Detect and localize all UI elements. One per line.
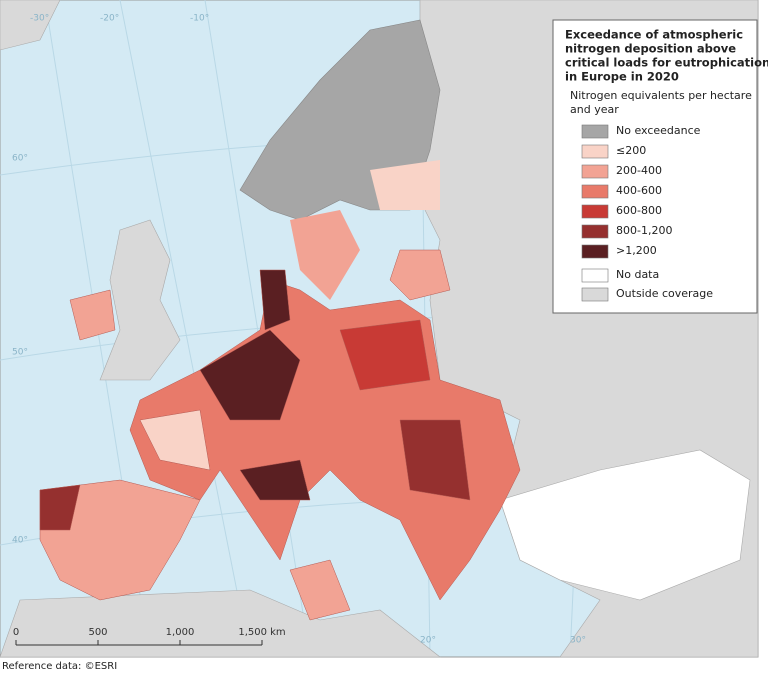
land-africa [0,589,441,658]
legend-swatch [581,287,609,302]
scale-bar-labels: 0 500 1,000 1,500 km [13,627,286,638]
denmark-hotspot [259,269,291,331]
title-line: Exceedance of atmospheric [565,28,743,42]
france-low [139,409,211,471]
subtitle-line: Nitrogen equivalents per hectare [570,89,752,102]
legend-label: >1,200 [616,244,657,257]
scale-label: 1,000 [166,627,195,638]
scale-bar [15,640,263,646]
finland-south [370,160,440,210]
legend-label: 400-600 [616,184,662,197]
legend-label: 600-800 [616,204,662,217]
legend-swatch [581,144,609,159]
benelux-hotspot [199,329,301,421]
poland-hotspot [339,319,431,391]
legend-label: ≤200 [616,144,646,157]
title-line: critical loads for eutrophication [565,56,768,70]
south-sweden [290,210,360,300]
land-greenland [0,0,61,51]
legend-swatch [581,224,609,239]
turkey-no-data [499,449,751,601]
legend-swatch [581,124,609,139]
graticule-label: 50° [12,348,28,358]
legend-swatch [581,268,609,283]
graticule-label: 40° [12,536,28,546]
graticule-label: -30° [30,14,49,24]
baltics [389,249,451,301]
galicia-hotspot [39,484,81,531]
ireland [69,289,116,341]
legend-label: No exceedance [616,124,701,137]
title-line: in Europe in 2020 [565,70,679,84]
legend-swatch [581,244,609,259]
graticule-label: -20° [100,14,119,24]
po-valley-hotspot [239,459,311,501]
italy-south [289,559,351,621]
title-line: nitrogen deposition above [565,42,736,56]
legend-label: Outside coverage [616,287,713,300]
legend-swatch [581,204,609,219]
legend-swatch [581,164,609,179]
footer: Reference data: ©ESRI [2,661,117,672]
graticule-line [119,0,251,658]
legend-label: 200-400 [616,164,662,177]
graticule-labels: -30° -20° -10° 60° 50° 40° 20° 30° [12,14,586,646]
romania-hotspot [399,419,471,501]
legend-label: 800-1,200 [616,224,672,237]
legend-swatch [581,184,609,199]
land-britain [99,219,181,381]
graticule-label: -10° [190,14,209,24]
legend-label: No data [616,268,659,281]
legend-items: No exceedance ≤200 200-400 400-600 600-800 80… [581,124,713,302]
iberia [39,479,201,601]
exceedance-region [39,249,521,621]
graticule-label: 30° [570,636,586,646]
graticule-label: 60° [12,154,28,164]
graticule-line [204,0,311,658]
scale-label: 0 [13,627,19,638]
scale-label: 500 [88,627,107,638]
scale-label: 1,500 km [238,627,285,638]
graticule-label: 20° [420,636,436,646]
subtitle-line: and year [570,103,619,116]
